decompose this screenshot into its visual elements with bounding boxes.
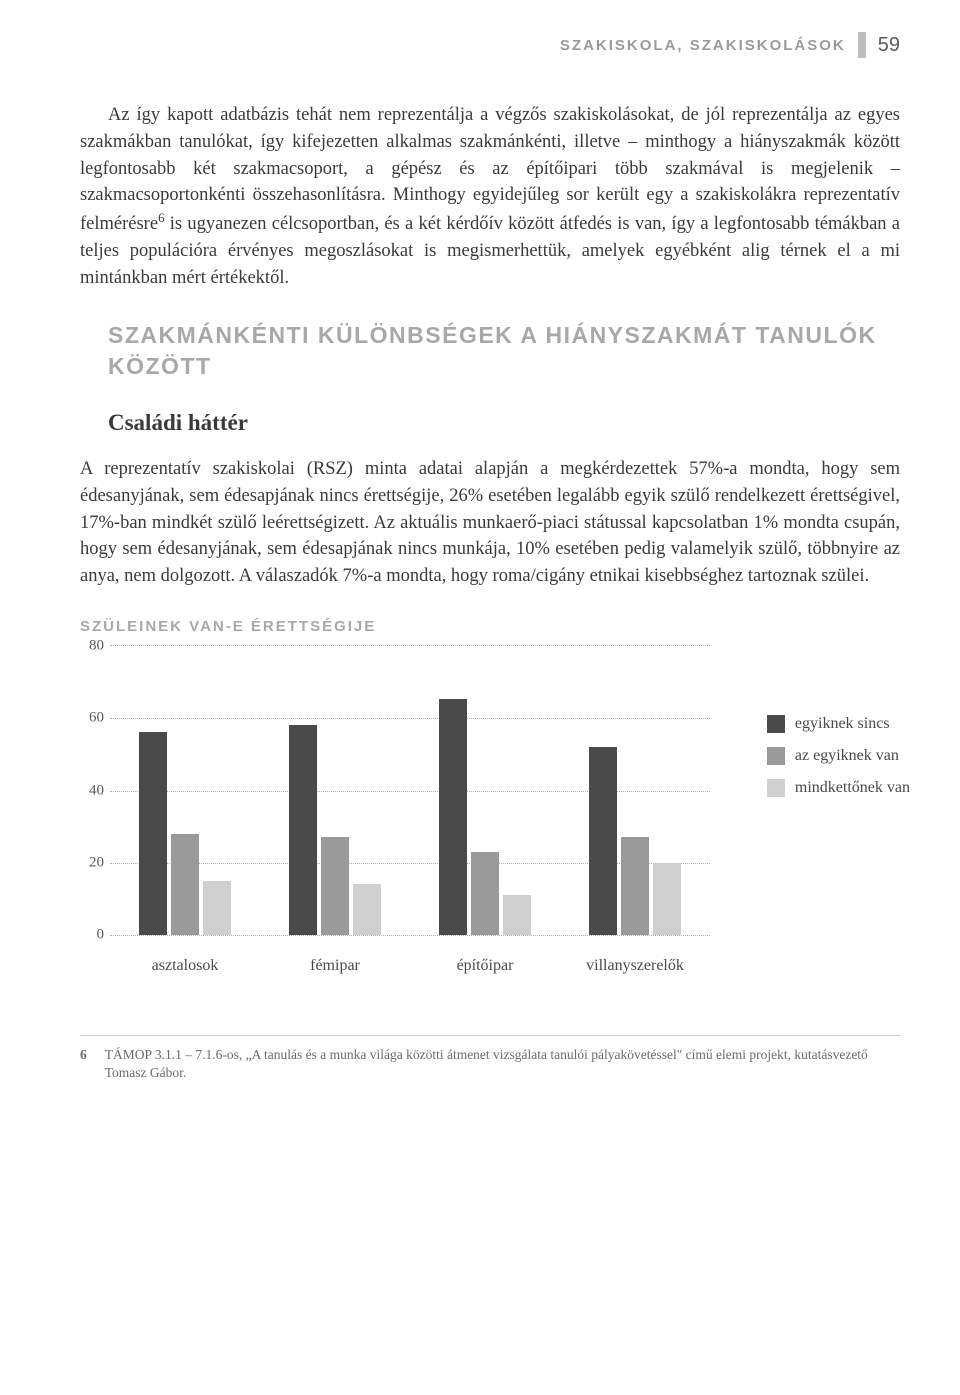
- chart-bar-group: [260, 646, 410, 935]
- header-title: SZAKISKOLA, SZAKISKOLÁSOK: [560, 37, 846, 54]
- legend-label: az egyiknek van: [795, 747, 899, 765]
- chart-y-tick-label: 80: [80, 638, 104, 655]
- chart-x-tick-label: asztalosok: [110, 945, 260, 975]
- chart-bar: [171, 834, 199, 936]
- chart-bar: [503, 895, 531, 935]
- chart-gridline: [110, 935, 710, 936]
- legend-label: egyiknek sincs: [795, 715, 890, 733]
- section-heading: SZAKMÁNKÉNTI KÜLÖNBSÉGEK A HIÁNYSZAKMÁT …: [108, 320, 900, 382]
- subsection-heading: Családi háttér: [108, 410, 900, 436]
- chart-bar: [621, 837, 649, 935]
- chart-bar: [653, 863, 681, 936]
- chart-legend: egyiknek sincs az egyiknek van mindkettőne…: [767, 715, 910, 797]
- chart-bar-group: [110, 646, 260, 935]
- bar-chart: 806040200 asztalosokfémiparépítőiparvill…: [80, 645, 900, 975]
- chart-bar: [439, 699, 467, 935]
- chart-bar-group: [560, 646, 710, 935]
- legend-swatch-icon: [767, 779, 785, 797]
- footnote: 6 TÁMOP 3.1.1 – 7.1.6-os, „A tanulás és …: [80, 1046, 900, 1082]
- chart-title: SZÜLEINEK VAN-E ÉRETTSÉGIJE: [80, 618, 900, 635]
- header-divider-bar: [858, 32, 866, 58]
- chart-bar-group: [410, 646, 560, 935]
- p1-part2: is ugyanezen célcsoportban, és a két kér…: [80, 214, 900, 288]
- chart-legend-item: mindkettőnek van: [767, 779, 910, 797]
- legend-swatch-icon: [767, 715, 785, 733]
- chart-bars-row: [110, 646, 710, 935]
- chart-y-tick-label: 0: [80, 927, 104, 944]
- chart-bar: [353, 884, 381, 935]
- page-number: 59: [878, 34, 900, 57]
- chart-x-tick-label: villanyszerelők: [560, 945, 710, 975]
- chart-x-tick-label: fémipar: [260, 945, 410, 975]
- legend-label: mindkettőnek van: [795, 779, 910, 797]
- chart-legend-item: az egyiknek van: [767, 747, 910, 765]
- chart-legend-item: egyiknek sincs: [767, 715, 910, 733]
- running-header: SZAKISKOLA, SZAKISKOLÁSOK 59: [80, 32, 900, 58]
- chart-x-labels: asztalosokfémiparépítőiparvillanyszerelő…: [110, 945, 710, 975]
- footnote-number: 6: [80, 1046, 87, 1082]
- footnote-text: TÁMOP 3.1.1 – 7.1.6-os, „A tanulás és a …: [105, 1046, 900, 1082]
- body-paragraph-1: Az így kapott adatbázis tehát nem reprez…: [80, 102, 900, 292]
- chart-plot-area: 806040200: [110, 645, 710, 935]
- body-paragraph-2: A reprezentatív szakiskolai (RSZ) minta …: [80, 456, 900, 590]
- chart-bar: [203, 881, 231, 935]
- chart-x-tick-label: építőipar: [410, 945, 560, 975]
- chart-bar: [471, 852, 499, 935]
- chart-bar: [289, 725, 317, 935]
- chart-bar: [589, 747, 617, 936]
- chart-y-tick-label: 20: [80, 854, 104, 871]
- footnote-rule: [80, 1035, 900, 1036]
- chart-y-tick-label: 40: [80, 782, 104, 799]
- chart-y-tick-label: 60: [80, 710, 104, 727]
- legend-swatch-icon: [767, 747, 785, 765]
- chart-bar: [139, 732, 167, 935]
- chart-bar: [321, 837, 349, 935]
